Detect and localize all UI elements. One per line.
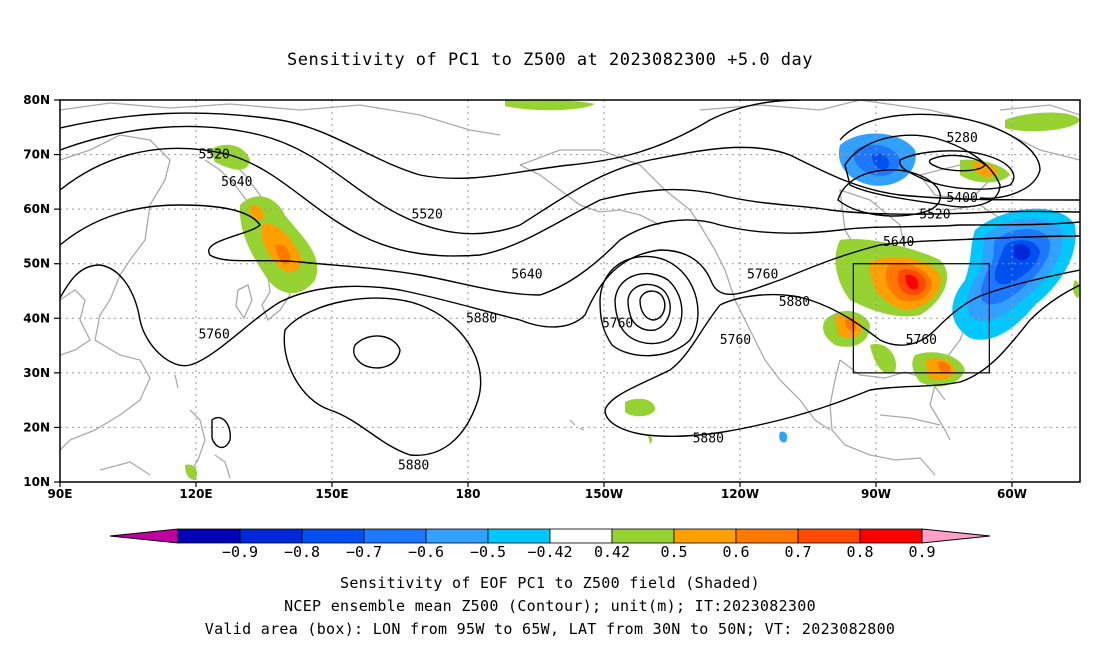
latitude-label: 10N (23, 475, 50, 489)
colorbar (109, 528, 991, 544)
colorbar-swatch (549, 528, 613, 544)
longitude-label: 150E (315, 487, 348, 501)
contour-label: 5880 (466, 311, 497, 326)
colorbar-tick-label: 0.5 (660, 543, 688, 561)
colorbar-swatch (239, 528, 303, 544)
colorbar-tick-label: −0.9 (221, 543, 259, 561)
colorbar-tick-label: 0.8 (846, 543, 874, 561)
contour-label: 5640 (511, 268, 542, 283)
colorbar-swatch (797, 528, 861, 544)
latitude-labels: 80N 70N 60N 50N 40N 30N 20N 10N (23, 93, 50, 489)
contour-label: 5760 (602, 317, 633, 332)
contour-label: 5640 (883, 235, 914, 250)
contour-label: 5760 (198, 328, 229, 343)
latitude-label: 70N (23, 148, 50, 162)
longitude-label: 60W (997, 487, 1027, 501)
latitude-label: 80N (23, 93, 50, 107)
colorbar-tick-label: −0.42 (527, 543, 573, 561)
latitude-label: 40N (23, 311, 50, 325)
colorbar-tick-label: −0.8 (283, 543, 321, 561)
longitude-label: 120W (721, 487, 759, 501)
contour-label: 5640 (221, 175, 252, 190)
colorbar-swatch (301, 528, 365, 544)
contour-label: 5880 (398, 459, 429, 474)
colorbar-tick-label: 0.6 (722, 543, 750, 561)
contour-label: 5520 (919, 208, 950, 223)
longitude-label: 180 (455, 487, 480, 501)
z500-contours (60, 100, 1080, 456)
colorbar-swatch (425, 528, 489, 544)
contour-label: 5520 (412, 208, 443, 223)
contour-label: 5880 (779, 295, 810, 310)
colorbar-tick-label: 0.7 (784, 543, 812, 561)
colorbar-swatch (363, 528, 427, 544)
plot-frame (59, 99, 1081, 483)
colorbar-swatch (735, 528, 799, 544)
contour-label: 5520 (198, 148, 229, 163)
map-title: Sensitivity of PC1 to Z500 at 2023082300… (286, 50, 813, 70)
contour-label: 5400 (946, 191, 977, 206)
colorbar-tick-label: −0.6 (407, 543, 445, 561)
longitude-labels: 90E 120E 150E 180 150W 120W 90W 60W (48, 487, 1027, 501)
contour-label: 5760 (906, 333, 937, 348)
longitude-label: 120E (179, 487, 212, 501)
axis-ticks (54, 99, 1013, 487)
footer-contour-caption: NCEP ensemble mean Z500 (Contour); unit(… (284, 597, 816, 615)
colorbar-swatch (859, 528, 923, 544)
colorbar-swatch (673, 528, 737, 544)
contour-label: 5760 (720, 333, 751, 348)
contour-label: 5280 (946, 131, 977, 146)
footer-shading-caption: Sensitivity of EOF PC1 to Z500 field (Sh… (340, 574, 760, 592)
colorbar-swatch (177, 528, 241, 544)
footer-valid-area-caption: Valid area (box): LON from 95W to 65W, L… (204, 620, 896, 638)
colorbar-tick-label: 0.9 (908, 543, 936, 561)
latitude-label: 30N (23, 366, 50, 380)
colorbar-swatch (611, 528, 675, 544)
contour-label: 5880 (693, 431, 724, 446)
colorbar-tick-label: 0.42 (593, 543, 631, 561)
longitude-label: 90W (861, 487, 891, 501)
colorbar-overflow-triangle (921, 528, 991, 544)
longitude-label: 150W (585, 487, 623, 501)
coastlines (60, 100, 1080, 479)
colorbar-underflow-triangle (109, 528, 179, 544)
latitude-label: 20N (23, 420, 50, 434)
sensitivity-shading (185, 100, 1080, 480)
latitude-label: 60N (23, 202, 50, 216)
latitude-label: 50N (23, 257, 50, 271)
longitude-label: 90E (48, 487, 73, 501)
valid-area-box (852, 263, 990, 374)
colorbar-swatch (487, 528, 551, 544)
colorbar-tick-label: −0.7 (345, 543, 383, 561)
colorbar-tick-label: −0.5 (469, 543, 507, 561)
contour-label: 5760 (747, 268, 778, 283)
